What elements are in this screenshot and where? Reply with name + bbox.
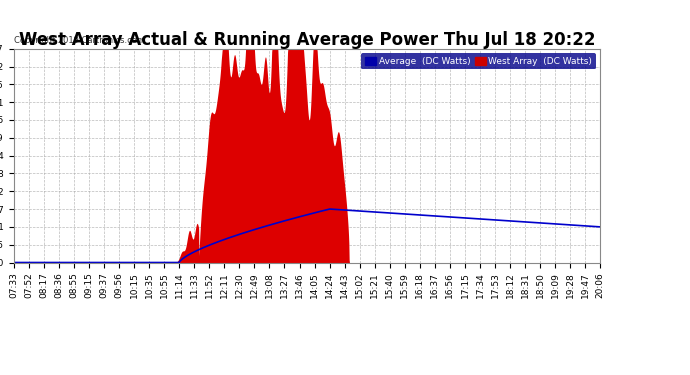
Title: West Array Actual & Running Average Power Thu Jul 18 20:22: West Array Actual & Running Average Powe… — [19, 31, 595, 49]
Legend: Average  (DC Watts), West Array  (DC Watts): Average (DC Watts), West Array (DC Watts… — [362, 53, 595, 69]
Text: Copyright 2019 Cartronics.com: Copyright 2019 Cartronics.com — [14, 36, 145, 45]
